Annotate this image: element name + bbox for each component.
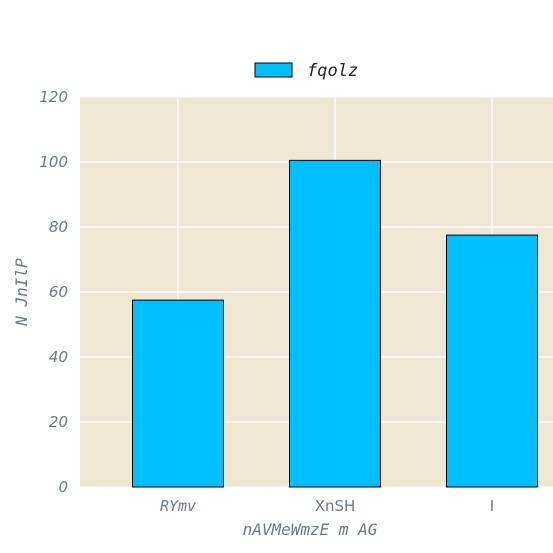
bar-i — [446, 234, 538, 488]
x-axis-ticks: RYmv XnSH I — [160, 497, 494, 515]
x-tick-label: RYmv — [160, 497, 196, 515]
bar-xnsh — [289, 159, 381, 488]
x-axis-label: nAVMeWmzE m AG — [243, 520, 378, 539]
bars — [132, 159, 538, 488]
legend-swatch — [254, 62, 293, 78]
bar-rymv — [132, 299, 224, 488]
y-tick-label: 20 — [49, 413, 68, 431]
x-tick-label: XnSH — [315, 497, 356, 515]
x-tick-label: I — [490, 497, 494, 515]
y-tick-label: 40 — [49, 348, 68, 366]
y-axis-ticks: 0 20 40 60 80 100 120 — [39, 88, 68, 496]
y-axis-label: N JnIlP — [12, 258, 31, 327]
y-tick-label: 80 — [49, 218, 68, 236]
y-tick-label: 120 — [39, 88, 68, 106]
y-tick-label: 0 — [58, 478, 68, 496]
legend-label: fqolz — [307, 61, 358, 81]
legend: fqolz — [254, 61, 358, 81]
y-tick-label: 60 — [49, 283, 68, 301]
y-tick-label: 100 — [39, 153, 68, 171]
